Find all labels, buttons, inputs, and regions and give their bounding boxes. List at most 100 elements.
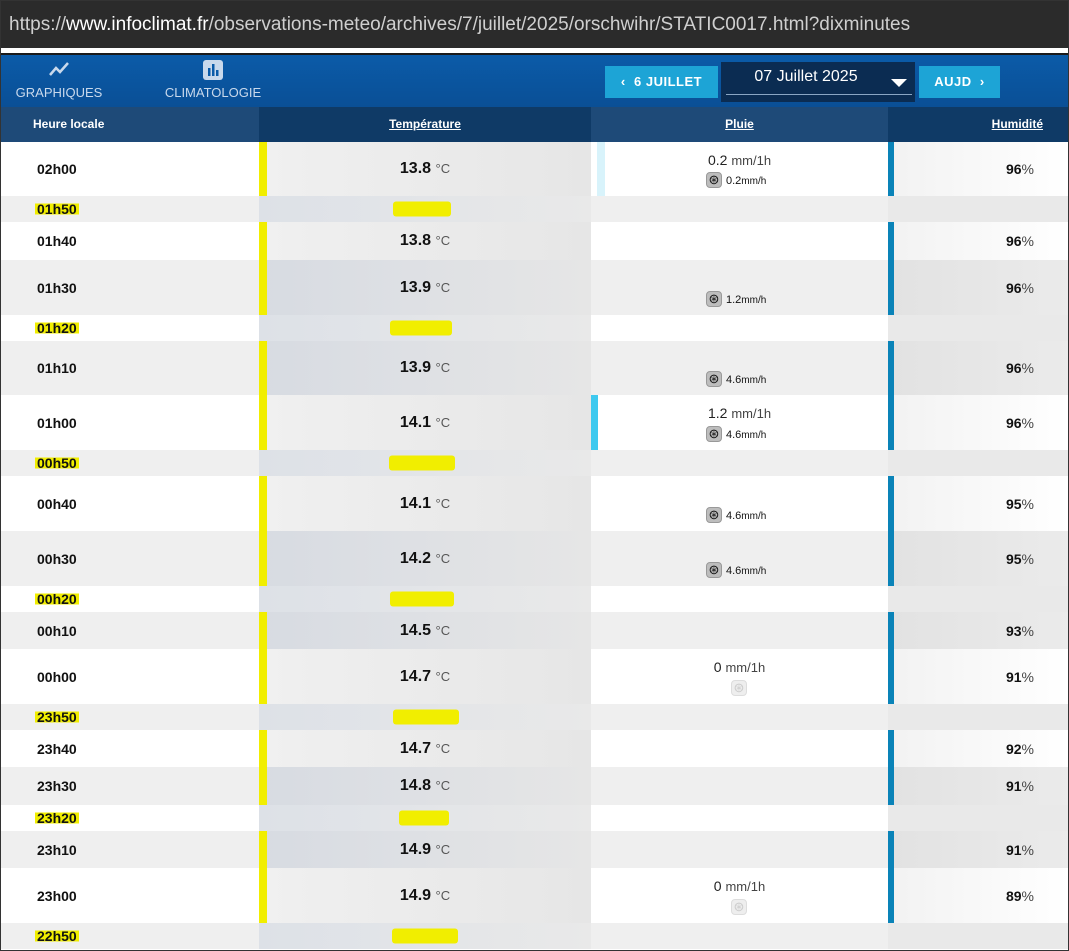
humidity-number: 96 [1005,279,1022,296]
humidity-bar [888,612,894,649]
humidity-unit: % [1021,841,1034,858]
temperature-value: 13.8 °C [259,160,591,178]
humidity-unit: % [1021,778,1034,794]
temperature-unit: °C [435,841,451,857]
temperature-unit: °C [435,778,451,793]
highlight-mark [389,455,455,471]
header-rain[interactable]: Pluie [591,107,888,142]
temperature-unit: °C [435,740,451,756]
hour-cell: 01h10 [1,341,259,395]
rain-rate-number: 0.2 [726,175,742,187]
nav-graphiques-label: GRAPHIQUES [15,85,103,100]
hour-label: 00h10 [37,622,77,639]
radar-icon[interactable] [706,371,722,387]
hour-cell: 01h30 [1,260,259,315]
humidity-bar [888,649,894,704]
hour-cell: 23h30 [1,767,259,805]
header-humidity[interactable]: Humidité [888,107,1068,142]
temperature-number: 14.8 [399,777,432,794]
humidity-number: 91 [1005,668,1022,685]
humidity-bar [888,142,894,196]
humidity-number: 93 [1005,622,1022,639]
table-row: 23h20 [1,805,1068,831]
rain-cell [591,767,888,805]
temperature-cell [259,923,591,949]
temperature-value: 14.7 °C [259,740,591,758]
temperature-cell [259,704,591,730]
hour-cell: 01h00 [1,395,259,450]
humidity-cell [888,805,1068,831]
temperature-unit: °C [435,161,451,176]
url-prefix: https:// [9,14,67,35]
hour-label: 00h00 [37,668,77,685]
hour-label: 23h30 [37,778,77,794]
radar-icon[interactable] [706,291,722,307]
hour-label: 00h40 [37,495,77,512]
radar-icon[interactable] [706,562,722,578]
hour-cell: 01h20 [1,315,259,341]
humidity-unit: % [1021,550,1034,567]
hour-cell: 00h00 [1,649,259,704]
toolbar-separator [1,48,1068,55]
humidity-cell [888,704,1068,730]
temperature-number: 14.7 [399,739,432,757]
humidity-number: 91 [1005,841,1022,858]
previous-day-button[interactable]: ‹ 6 JUILLET [605,66,718,98]
highlight-mark [393,709,459,725]
rain-rate-unit: mm/h [741,375,767,386]
humidity-value: 95% [1006,551,1034,567]
hour-cell: 23h40 [1,730,259,767]
humidity-bar [888,868,894,923]
today-label: AUJD [934,74,972,89]
date-underline [726,94,912,95]
rain-rate [731,680,751,696]
humidity-unit: % [1021,360,1034,376]
humidity-unit: % [1021,161,1034,177]
humidity-bar [888,341,894,395]
rain-cell [591,704,888,730]
temperature-value: 14.9 °C [259,841,591,859]
humidity-unit: % [1021,414,1034,431]
radar-icon[interactable] [706,426,722,442]
humidity-number: 91 [1005,778,1022,794]
radar-icon[interactable] [731,680,747,696]
header-temperature[interactable]: Température [259,107,591,142]
rain-cell [591,222,888,260]
temperature-cell: 14.9 °C [259,831,591,868]
highlight-mark [390,320,452,336]
humidity-value: 96% [1006,415,1034,431]
nav-climatologie[interactable]: CLIMATOLOGIE [151,55,275,107]
nav-graphiques[interactable]: GRAPHIQUES [5,55,113,107]
rain-rate-unit: mm/h [741,176,767,187]
rain-unit: mm/1h [725,660,766,675]
radar-icon[interactable] [706,507,722,523]
temperature-value: 14.9 °C [259,887,591,905]
today-button[interactable]: AUJD › [919,66,1000,98]
radar-icon[interactable] [731,899,747,915]
temperature-bar [259,395,267,450]
header-hour: Heure locale [1,107,259,142]
humidity-bar [888,831,894,868]
temperature-value: 14.2 °C [259,550,591,568]
table-row: 23h10 14.9 °C 91% [1,831,1068,868]
humidity-number: 96 [1005,233,1022,249]
temperature-bar [259,612,267,649]
temperature-cell: 14.7 °C [259,730,591,767]
temperature-bar [259,649,267,704]
temperature-cell: 14.7 °C [259,649,591,704]
rain-rate-number: 4.6 [726,510,742,522]
humidity-bar [888,476,894,531]
address-bar[interactable]: https://www.infoclimat.fr/observations-m… [1,1,1068,48]
temperature-cell: 13.9 °C [259,341,591,395]
temperature-number: 13.9 [399,278,432,296]
radar-icon[interactable] [706,172,722,188]
url-path: /observations-meteo/archives/7/juillet/2… [208,14,911,35]
date-selector[interactable]: 07 Juillet 2025 [721,62,915,102]
rain-bar [597,142,605,196]
humidity-cell: 92% [888,730,1068,767]
station-nav-bar: GRAPHIQUES CLIMATOLOGIE ‹ 6 JUILLET 07 J… [1,55,1068,107]
rain-amount: 1.2 mm/1h [591,405,888,421]
humidity-value: 93% [1006,623,1034,639]
temperature-number: 14.9 [399,886,432,904]
humidity-unit: % [1021,887,1034,904]
